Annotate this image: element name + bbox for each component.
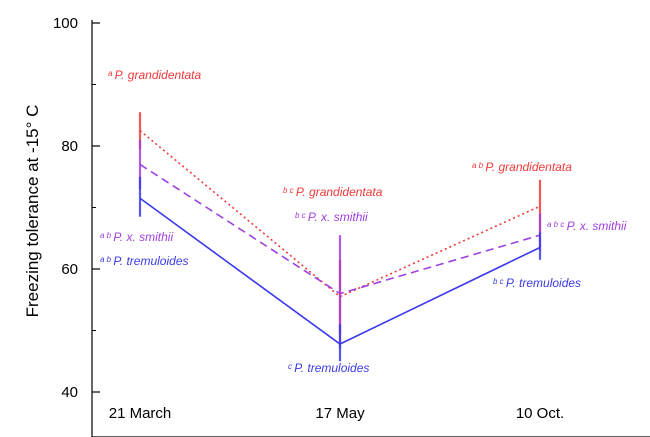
annotation-species-name: P. tremuloides <box>294 361 369 375</box>
annotation-significance-letters: b c <box>295 211 308 220</box>
y-tick-label: 60 <box>61 261 78 278</box>
annotation-species-name: P. x. smithii <box>567 219 627 233</box>
x-tick-label: 21 March <box>109 405 172 422</box>
annotation-label: a b P. grandidentata <box>472 160 572 174</box>
annotation-label: b c P. tremuloides <box>493 276 581 290</box>
y-tick-label: 40 <box>61 384 78 401</box>
annotation-significance-letters: a b c <box>547 220 567 229</box>
x-tick-label: 10 Oct. <box>516 405 564 422</box>
x-tick-label: 17 May <box>315 405 365 422</box>
annotation-label: a b P. x. smithii <box>100 230 173 244</box>
annotation-species-name: P. x. smithii <box>308 210 368 224</box>
annotation-label: a b c P. x. smithii <box>547 219 627 233</box>
annotation-species-name: P. tremuloides <box>113 254 188 268</box>
annotation-species-name: P. x. smithii <box>113 230 173 244</box>
annotation-species-name: P. grandidentata <box>485 160 572 174</box>
annotation-significance-letters: a b <box>472 161 485 170</box>
annotation-significance-letters: a b <box>100 255 113 264</box>
y-tick-label: 100 <box>53 15 78 32</box>
annotation-label: c P. tremuloides <box>288 361 369 375</box>
annotation-species-name: P. tremuloides <box>506 276 581 290</box>
y-axis-title: Freezing tolerance at -15° C <box>23 105 42 318</box>
error-bars <box>138 112 542 362</box>
y-tick-label: 80 <box>61 138 78 155</box>
annotation-significance-letters: b c <box>283 186 296 195</box>
x-tick-labels: 21 March 17 May 10 Oct. <box>109 405 564 422</box>
annotation-label: a b P. tremuloides <box>100 254 189 268</box>
axes <box>91 20 650 437</box>
annotation-label: b c P. grandidentata <box>283 185 383 199</box>
annotation-label: b c P. x. smithii <box>295 210 368 224</box>
annotation-significance-letters: a b <box>100 231 113 240</box>
series-line <box>139 130 541 298</box>
annotation-label: a P. grandidentata <box>108 68 202 82</box>
y-ticks: 40 60 80 100 <box>53 15 100 401</box>
annotation-significance-letters: a <box>108 69 115 78</box>
annotation-significance-letters: b c <box>493 277 506 286</box>
annotation-species-name: P. grandidentata <box>115 68 202 82</box>
annotation-significance-letters: c <box>288 362 294 371</box>
annotation-species-name: P. grandidentata <box>296 185 383 199</box>
